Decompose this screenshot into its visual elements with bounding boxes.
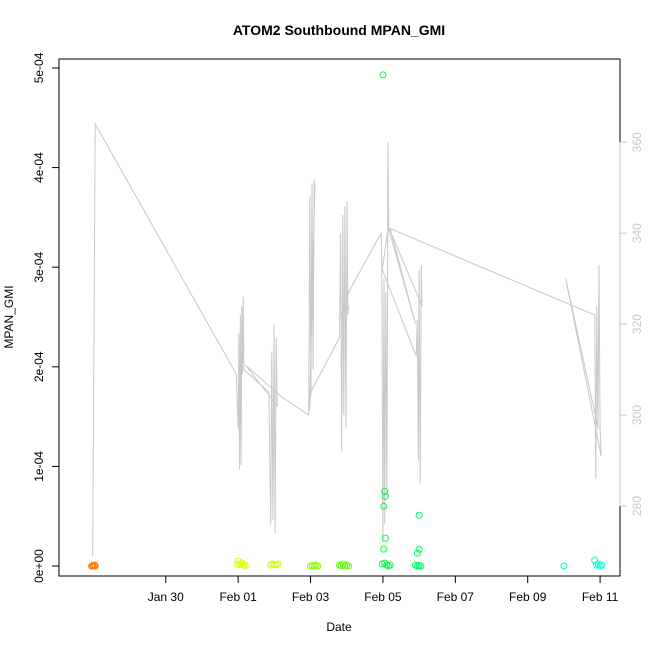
data-point: [560, 562, 568, 570]
chart-title: ATOM2 Southbound MPAN_GMI: [233, 22, 445, 38]
y2-tick-label: 320: [630, 314, 644, 334]
y-tick-label: 4e-04: [32, 152, 46, 183]
data-point: [594, 560, 602, 568]
track-line: [92, 122, 602, 557]
x-tick-label: Feb 07: [437, 590, 475, 604]
y-tick-label: 2e-04: [32, 351, 46, 382]
y-tick-label: 3e-04: [32, 252, 46, 283]
track-layer: [92, 122, 602, 557]
x-axis-label: Date: [326, 620, 352, 634]
data-point: [379, 71, 387, 79]
data-point: [382, 492, 389, 500]
data-point: [382, 534, 389, 542]
data-point: [238, 559, 246, 567]
data-point: [591, 556, 599, 564]
x-tick-label: Feb 03: [292, 590, 330, 604]
data-point: [598, 561, 606, 569]
x-tick-label: Feb 11: [582, 590, 619, 604]
y2-tick-label: 300: [630, 405, 644, 425]
y-axis-label: MPAN_GMI: [2, 285, 16, 348]
data-point: [417, 562, 425, 570]
y-axis: 0e+00 1e-04 2e-04 3e-04 4e-04 5e-04: [32, 52, 60, 583]
x-tick-label: Feb 09: [509, 590, 547, 604]
data-point: [314, 562, 322, 570]
data-point: [381, 487, 389, 495]
y2-tick-label: 280: [630, 496, 644, 516]
y-tick-label: 5e-04: [32, 52, 46, 83]
data-point: [380, 502, 388, 510]
y2-tick-label: 340: [630, 223, 644, 243]
data-point: [337, 562, 345, 569]
data-point: [274, 560, 282, 568]
data-point: [415, 545, 423, 553]
y-tick-label: 0e+00: [32, 549, 46, 583]
x-tick-label: Feb 01: [219, 590, 257, 604]
data-point: [234, 557, 242, 565]
y2-axis: 280 300 320 340 360: [619, 132, 644, 516]
x-axis: Jan 30 Feb 01 Feb 03 Feb 05 Feb 07 Feb 09 Feb …: [148, 575, 619, 604]
x-tick-label: Feb 05: [364, 590, 402, 604]
data-point: [91, 562, 99, 570]
data-point: [345, 562, 352, 570]
data-point: [241, 562, 249, 569]
x-tick-label: Jan 30: [148, 590, 184, 604]
data-point: [91, 561, 98, 569]
data-point: [415, 511, 423, 519]
data-point: [386, 561, 394, 569]
y2-tick-label: 360: [630, 132, 644, 152]
y-tick-label: 1e-04: [32, 451, 46, 482]
data-point: [380, 545, 388, 553]
data-point: [413, 549, 421, 557]
points-layer: [88, 71, 606, 570]
